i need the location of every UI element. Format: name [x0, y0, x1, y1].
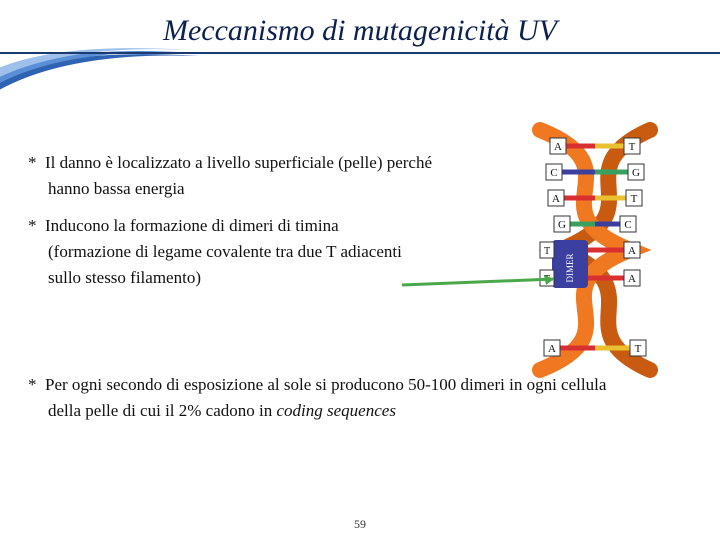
bullet-marker: *	[28, 375, 37, 394]
slide-body: * Il danno è localizzato a livello super…	[28, 150, 700, 434]
bullet-text: (formazione di legame covalente tra due …	[28, 239, 402, 265]
bullet-3: * Per ogni secondo di esposizione al sol…	[28, 372, 700, 425]
bullet-text: Per ogni secondo di esposizione al sole …	[45, 375, 606, 394]
page-number: 59	[0, 517, 720, 532]
bullet-2: * Inducono la formazione di dimeri di ti…	[28, 213, 700, 292]
slide-header: Meccanismo di mutagenicità UV	[0, 0, 720, 90]
header-swoosh-icon	[0, 40, 200, 110]
pointer-arrow-icon	[400, 275, 570, 295]
bullet-text: Il danno è localizzato a livello superfi…	[45, 153, 432, 172]
bullet-text-italic: coding sequences	[277, 401, 396, 420]
slide-title: Meccanismo di mutagenicità UV	[0, 14, 720, 48]
bullet-text: della pelle di cui il 2% cadono in codin…	[28, 398, 396, 424]
bullet-marker: *	[28, 216, 37, 235]
bullet-text: sullo stesso filamento)	[28, 265, 201, 291]
title-underline	[0, 52, 720, 54]
bullet-marker: *	[28, 153, 37, 172]
bullet-text-prefix: della pelle di cui il 2% cadono in	[48, 401, 277, 420]
bullet-text: Inducono la formazione di dimeri di timi…	[45, 216, 339, 235]
bullet-text: hanno bassa energia	[28, 176, 185, 202]
bullet-1: * Il danno è localizzato a livello super…	[28, 150, 700, 203]
